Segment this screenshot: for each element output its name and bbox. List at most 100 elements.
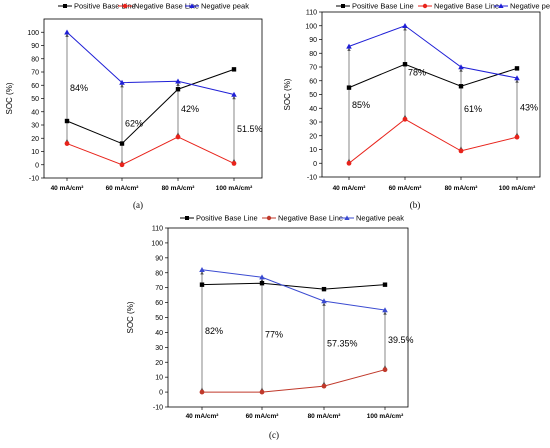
data-point [64,29,70,35]
data-point [119,79,125,85]
x-tick-label: 60 mA/cm² [106,185,140,192]
y-tick-label: 110 [306,10,317,17]
data-point [346,160,352,166]
y-tick-label: -10 [153,405,163,412]
percentage-label: 61% [464,104,482,114]
series-line-2 [201,269,386,311]
y-tick-label: 0 [313,161,317,168]
data-point [119,162,125,168]
y-axis-label: SOC (%) [283,78,292,110]
y-tick-label: 60 [155,300,163,307]
series-line-1 [66,136,235,166]
data-point [321,298,327,304]
panel-label: (a) [133,200,143,210]
percentage-label: 43% [520,103,538,113]
legend-label: Negative Base Line [434,2,499,11]
x-tick-label: 80 mA/cm² [162,185,196,192]
y-tick-label: -10 [307,175,317,182]
data-point [175,78,181,84]
legend-label: Negative Base Line [134,2,199,11]
y-tick-label: 100 [305,23,317,30]
legend-marker [122,3,128,9]
data-point [64,141,70,146]
y-tick-label: 20 [309,133,317,140]
y-tick-label: 110 [152,226,163,233]
percentage-label: 57.35% [327,339,358,349]
x-tick-label: 100 mA/cm² [499,185,536,192]
data-point [321,383,327,389]
legend-label: Negative peak [510,2,550,11]
y-tick-label: 50 [155,315,163,322]
data-point [199,389,205,395]
series-line-2 [66,31,235,96]
data-point [259,280,265,286]
data-point [119,141,125,146]
series-line-0 [66,68,235,145]
chart-panel-2: -10 0 10 20 30 40 50 60 70 80 90 100 110 SOC (%) 40 mA… [126,214,414,440]
y-tick-label: 80 [155,270,163,277]
y-tick-label: 10 [31,149,39,156]
chart-panel-1: -10 0 10 20 30 40 50 60 70 80 90 100 110 SOC (%) 40 mA… [283,2,550,210]
series-line-0 [201,282,386,290]
data-point [175,87,181,92]
y-tick-label: 30 [155,345,163,352]
panel-label: (c) [269,430,279,440]
y-tick-label: 20 [31,136,39,143]
legend-label: Positive Base Line [352,2,414,11]
plot-frame [167,227,409,408]
data-point [514,66,520,71]
x-tick-label: 100 mA/cm² [367,413,404,420]
data-point [231,161,237,166]
x-tick-label: 60 mA/cm² [389,185,423,192]
percentage-label: 77% [265,330,283,340]
y-tick-label: 100 [27,30,39,37]
data-point [346,43,352,49]
data-point [382,282,388,287]
y-tick-label: 50 [31,96,39,103]
x-tick-label: 40 mA/cm² [333,185,367,192]
data-point [346,85,352,90]
data-point [231,91,237,97]
y-tick-label: 100 [151,240,163,247]
data-point [402,62,408,67]
y-tick-label: 40 [309,106,317,113]
panel-label: (b) [410,200,421,210]
y-tick-label: 70 [155,285,163,292]
series-line-0 [348,63,518,89]
data-point [64,118,70,124]
legend-label: Positive Base Line [196,214,258,223]
x-tick-label: 100 mA/cm² [216,185,253,192]
chart-panel-0: -10 0 10 20 30 40 50 60 70 80 90 100 SOC (%) 40 mA/cm… [5,2,263,210]
x-tick-label: 40 mA/cm² [186,413,220,420]
y-tick-label: 50 [309,92,317,99]
data-point [231,67,237,72]
x-tick-label: 40 mA/cm² [51,185,85,192]
y-tick-label: 0 [159,390,163,397]
y-axis-label: SOC (%) [5,82,14,114]
series-line-1 [202,369,386,393]
y-tick-label: 90 [155,255,163,262]
y-tick-label: 30 [31,123,39,130]
y-tick-label: 40 [155,330,163,337]
x-tick-label: 60 mA/cm² [246,413,280,420]
data-point [402,22,408,28]
y-tick-label: 40 [31,109,39,116]
series-line-1 [348,118,518,164]
x-tick-label: 80 mA/cm² [308,413,342,420]
y-tick-label: 70 [31,70,39,77]
y-tick-label: 20 [155,360,163,367]
data-point [382,367,388,373]
y-tick-label: 90 [309,37,317,44]
y-tick-label: 60 [309,78,317,85]
percentage-label: 85% [352,100,370,110]
plot-frame [43,18,263,179]
data-point [458,64,464,70]
legend-marker [498,3,504,8]
legend-label: Negative peak [356,214,404,223]
legend-marker [185,216,189,220]
percentage-label: 39.5% [388,335,414,345]
legend-label: Negative peak [201,2,249,11]
percentage-label: 84% [70,83,88,93]
percentage-label: 42% [181,104,199,114]
